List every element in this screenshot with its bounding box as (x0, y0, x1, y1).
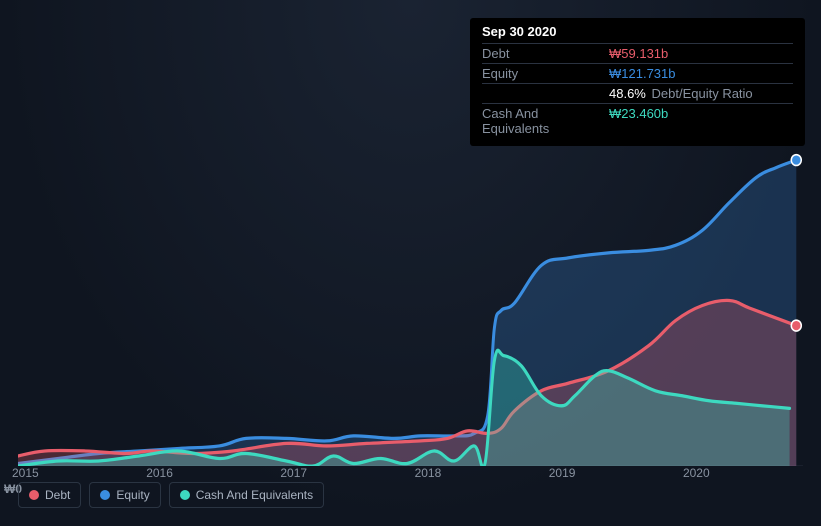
x-axis-year: 2016 (146, 466, 173, 480)
legend-item-equity[interactable]: Equity (89, 482, 160, 508)
tooltip-value: ₩23.460b (609, 106, 668, 121)
legend-item-cash[interactable]: Cash And Equivalents (169, 482, 324, 508)
legend: Debt Equity Cash And Equivalents (18, 482, 324, 508)
legend-dot (29, 490, 39, 500)
x-axis-year: 2018 (415, 466, 442, 480)
tooltip-row: Cash And Equivalents ₩23.460b (482, 103, 793, 138)
tooltip-value: 48.6% Debt/Equity Ratio (609, 86, 753, 101)
x-axis-year: 2015 (12, 466, 39, 480)
tooltip-row: 48.6% Debt/Equity Ratio (482, 83, 793, 103)
x-axis-labels: 201520162017201820192020 (18, 466, 803, 482)
tooltip-label: Debt (482, 46, 609, 61)
chart-svg (18, 140, 803, 466)
tooltip-label: Cash And Equivalents (482, 106, 609, 136)
tooltip-row: Equity ₩121.731b (482, 63, 793, 83)
legend-item-debt[interactable]: Debt (18, 482, 81, 508)
tooltip-value: ₩121.731b (609, 66, 676, 81)
tooltip-date: Sep 30 2020 (482, 24, 793, 43)
x-axis-year: 2017 (280, 466, 307, 480)
legend-dot (180, 490, 190, 500)
chart-tooltip: Sep 30 2020 Debt ₩59.131b Equity ₩121.73… (470, 18, 805, 146)
tooltip-row: Debt ₩59.131b (482, 43, 793, 63)
x-axis-year: 2020 (683, 466, 710, 480)
tooltip-label: Equity (482, 66, 609, 81)
tooltip-value: ₩59.131b (609, 46, 668, 61)
legend-label: Debt (45, 488, 70, 502)
x-axis-year: 2019 (549, 466, 576, 480)
legend-label: Equity (116, 488, 149, 502)
chart-area[interactable] (18, 140, 803, 466)
legend-dot (100, 490, 110, 500)
legend-label: Cash And Equivalents (196, 488, 313, 502)
